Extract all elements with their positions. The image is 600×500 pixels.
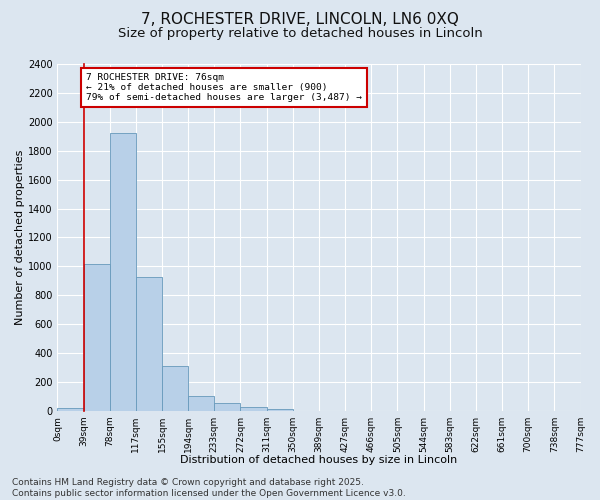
Bar (58, 408, 83, 411)
Bar (83, 264, 110, 411)
Text: 7 ROCHESTER DRIVE: 76sqm
← 21% of detached houses are smaller (900)
79% of semi-: 7 ROCHESTER DRIVE: 76sqm ← 21% of detach… (86, 72, 362, 102)
Bar (214, 403, 241, 411)
Bar (110, 134, 136, 411)
Text: Contains HM Land Registry data © Crown copyright and database right 2025.
Contai: Contains HM Land Registry data © Crown c… (12, 478, 406, 498)
Bar (136, 276, 162, 411)
Y-axis label: Number of detached properties: Number of detached properties (15, 150, 25, 325)
Text: Size of property relative to detached houses in Lincoln: Size of property relative to detached ho… (118, 28, 482, 40)
X-axis label: Distribution of detached houses by size in Lincoln: Distribution of detached houses by size … (181, 455, 458, 465)
Text: 7, ROCHESTER DRIVE, LINCOLN, LN6 0XQ: 7, ROCHESTER DRIVE, LINCOLN, LN6 0XQ (141, 12, 459, 28)
Bar (241, 406, 266, 411)
Bar (266, 409, 293, 411)
Bar (162, 366, 188, 411)
Bar (188, 396, 214, 411)
